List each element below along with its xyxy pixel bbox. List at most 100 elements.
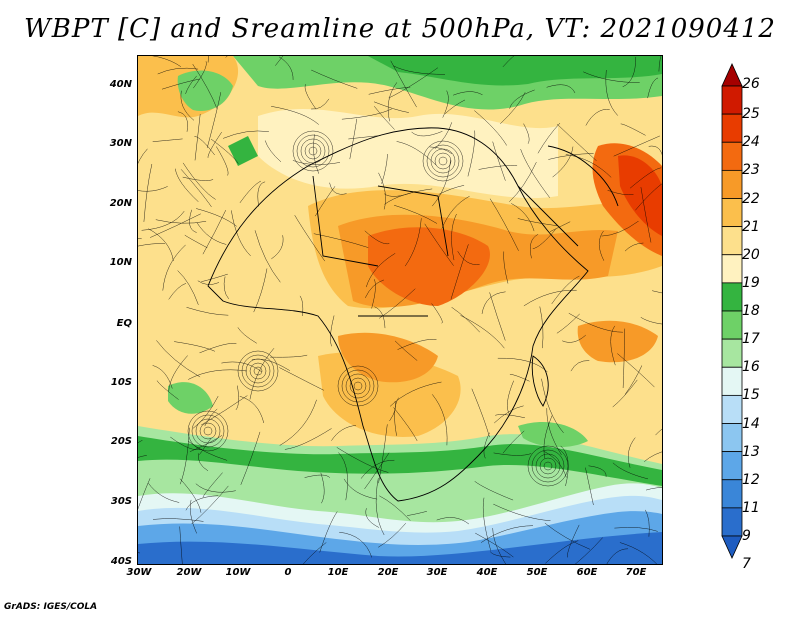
streamline <box>585 109 610 126</box>
streamline <box>193 61 207 89</box>
eddy-ring <box>531 449 565 483</box>
streamline <box>329 182 347 195</box>
colorbar-cap-top <box>721 63 743 87</box>
streamline <box>453 91 483 96</box>
streamline <box>575 537 603 564</box>
lat-label-30s: 30S <box>110 496 132 507</box>
streamline <box>199 437 212 455</box>
colorbar-box <box>721 254 743 284</box>
streamline <box>201 273 228 282</box>
colorbar-box <box>721 451 743 481</box>
streamline <box>302 542 327 564</box>
streamline <box>375 478 385 536</box>
eddy-ring <box>345 373 371 399</box>
eddy-ring <box>535 453 561 479</box>
streamline <box>481 291 506 314</box>
eddy-ring <box>422 140 464 182</box>
streamline <box>271 106 319 125</box>
streamline <box>507 380 514 416</box>
streamline <box>530 234 539 259</box>
streamline <box>640 187 652 243</box>
streamline <box>336 447 389 473</box>
wbpt-shading <box>138 56 662 564</box>
streamline <box>424 223 454 266</box>
eddy-ring <box>539 457 557 475</box>
colorbar-tick-label: 13 <box>742 444 760 460</box>
lon-label-10e: 10E <box>327 567 349 578</box>
streamline <box>199 343 237 354</box>
streamline <box>186 307 229 316</box>
streamline <box>185 75 197 94</box>
streamline <box>442 90 449 118</box>
colorbar-box <box>721 310 743 340</box>
streamline <box>216 146 229 176</box>
streamline <box>482 497 491 551</box>
streamline <box>645 509 650 537</box>
streamline <box>299 295 304 317</box>
streamline <box>509 161 537 202</box>
streamline <box>647 77 659 99</box>
streamline <box>474 481 514 501</box>
streamline <box>179 526 183 564</box>
streamline <box>549 221 571 232</box>
streamline <box>138 243 166 247</box>
eddy-ring <box>249 362 267 380</box>
streamline <box>201 395 248 426</box>
streamline <box>284 428 332 450</box>
streamline <box>148 482 180 503</box>
streamline <box>364 279 384 299</box>
eddy-ring <box>304 142 322 160</box>
streamline <box>387 82 398 122</box>
streamline <box>450 244 469 300</box>
streamline <box>624 365 643 395</box>
streamline <box>588 465 607 477</box>
streamline <box>502 56 515 68</box>
eddy-ring <box>426 144 460 178</box>
streamline <box>152 365 173 389</box>
colorbar-tick-label: 7 <box>742 556 751 572</box>
eddy-ring <box>241 354 275 388</box>
streamline <box>478 165 518 170</box>
streamline <box>394 397 399 436</box>
eddy-ring <box>195 418 221 444</box>
streamline <box>239 396 265 424</box>
eddy-ring <box>438 156 448 166</box>
streamline <box>152 56 182 67</box>
lon-label-30w: 30W <box>126 567 152 578</box>
streamline <box>411 131 443 137</box>
streamline <box>492 528 507 564</box>
streamline <box>658 56 662 72</box>
streamline <box>605 69 618 116</box>
streamline <box>489 198 519 251</box>
streamline <box>551 275 580 305</box>
streamline <box>652 290 662 294</box>
streamline <box>570 360 590 372</box>
streamline <box>523 123 530 144</box>
streamline <box>365 508 380 528</box>
streamline <box>431 303 443 324</box>
colorbar-tick-label: 15 <box>742 387 760 403</box>
streamline <box>610 325 616 366</box>
streamline <box>235 385 239 411</box>
streamline <box>313 134 320 174</box>
streamline <box>319 511 338 553</box>
streamline <box>313 233 369 248</box>
streamline <box>493 503 551 521</box>
streamline <box>210 138 239 164</box>
streamline <box>182 176 214 181</box>
streamline <box>483 432 490 459</box>
streamline <box>264 140 282 163</box>
streamline <box>438 185 465 195</box>
streamline <box>622 56 637 88</box>
streamline <box>157 67 199 75</box>
streamline <box>546 408 562 456</box>
streamline <box>378 288 416 319</box>
streamline <box>180 169 212 208</box>
streamline <box>648 145 662 156</box>
streamline <box>141 210 185 231</box>
streamline <box>254 230 281 283</box>
streamline <box>179 427 190 485</box>
streamline <box>161 78 200 90</box>
eddy-ring <box>245 358 271 384</box>
streamline <box>253 268 268 313</box>
